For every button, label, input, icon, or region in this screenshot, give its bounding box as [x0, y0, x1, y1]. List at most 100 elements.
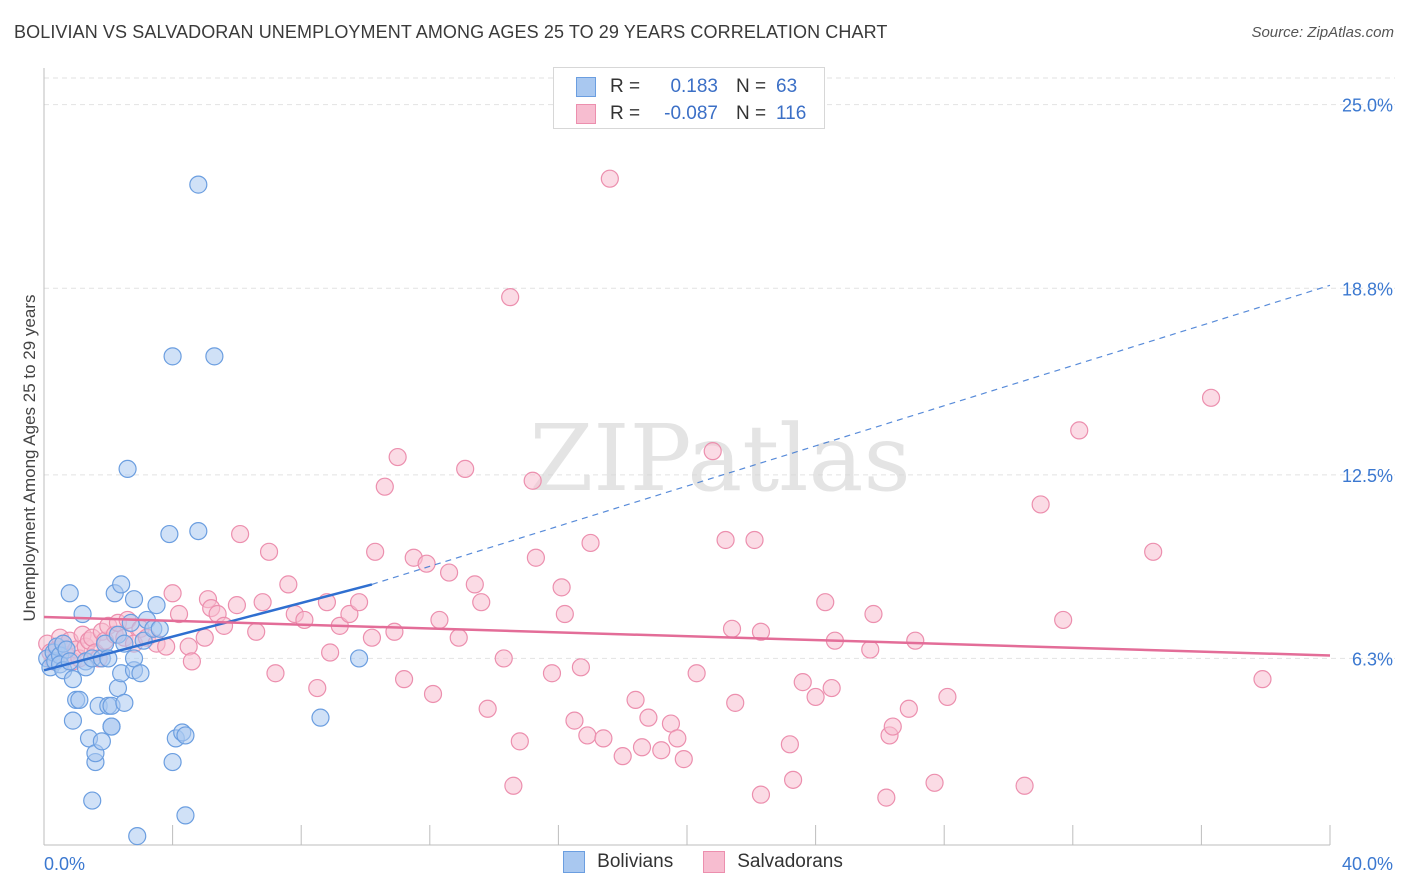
salvadoran-point — [578, 726, 597, 745]
salvadoran-point — [703, 442, 722, 461]
salvadoran-trendline — [43, 615, 1331, 657]
legend-swatch-pink — [703, 851, 726, 873]
salvadoran-point — [182, 652, 201, 671]
bolivian-point — [311, 708, 330, 727]
salvadoran-point — [861, 640, 880, 659]
salvadoran-point — [1031, 495, 1050, 514]
r-value: 0.183 — [670, 76, 718, 97]
salvadoran-point — [716, 530, 735, 550]
salvadoran-point — [362, 628, 382, 647]
bolivian-point — [118, 459, 137, 479]
salvadoran-point — [783, 770, 803, 789]
salvadoran-point — [626, 690, 645, 709]
y-tick-label: 12.5% — [1342, 466, 1393, 486]
legend-row-salvadorans: R = -0.087 N = 116 — [576, 101, 806, 127]
legend-swatch-pink — [576, 104, 596, 124]
salvadoran-point — [1144, 542, 1163, 561]
bolivian-trendline-extension — [371, 284, 1331, 585]
salvadoran-point — [388, 447, 407, 467]
bolivian-point — [160, 524, 179, 544]
bolivian-point — [147, 596, 166, 615]
chart-title: BOLIVIAN VS SALVADORAN UNEMPLOYMENT AMON… — [14, 22, 888, 42]
salvadoran-point — [340, 604, 359, 624]
salvadoran-point — [925, 773, 944, 792]
salvadoran-point — [279, 575, 298, 594]
salvadoran-point — [565, 711, 584, 730]
bolivian-point — [150, 619, 169, 638]
salvadoran-point — [581, 533, 600, 553]
salvadoran-point — [231, 524, 250, 544]
bolivian-point — [124, 590, 144, 609]
salvadoran-point — [417, 554, 436, 573]
salvadoran-point — [1054, 610, 1073, 630]
salvadoran-point — [613, 747, 632, 766]
salvadoran-point — [822, 678, 841, 698]
salvadoran-point — [1015, 776, 1034, 795]
salvadoran-point — [501, 288, 520, 307]
n-label: N = — [736, 103, 767, 124]
salvadoran-point — [864, 604, 883, 624]
salvadoran-point — [195, 628, 214, 647]
salvadoran-point — [163, 584, 182, 603]
n-label: N = — [736, 76, 767, 97]
salvadoran-point — [504, 776, 523, 795]
r-label: R = — [610, 76, 641, 97]
legend-label-bolivians: Bolivians — [597, 851, 674, 872]
salvadoran-point — [899, 699, 918, 718]
bolivian-point — [349, 649, 369, 668]
legend-swatch-blue — [563, 851, 586, 873]
salvadoran-point — [430, 610, 449, 630]
bolivian-point — [112, 575, 131, 594]
salvadoran-point — [259, 542, 279, 561]
bolivian-point — [176, 726, 195, 745]
source-label: Source: ZipAtlas.com — [1251, 24, 1394, 41]
salvadoran-point — [266, 664, 285, 683]
salvadoran-point — [321, 643, 340, 662]
legend-item-bolivians[interactable]: Bolivians — [563, 851, 673, 873]
bolivian-point — [205, 347, 224, 366]
salvadoran-point — [510, 732, 529, 751]
watermark: ZIPatlas — [529, 405, 910, 512]
bolivian-point — [176, 806, 195, 825]
series-legend: Bolivians Salvadorans — [0, 851, 1406, 873]
legend-item-salvadorans[interactable]: Salvadorans — [703, 851, 843, 873]
salvadoran-point — [726, 693, 745, 712]
legend-row-bolivians: R = 0.183 N = 63 — [576, 74, 797, 100]
salvadoran-point — [1201, 388, 1221, 407]
salvadoran-point — [906, 631, 925, 650]
salvadoran-point — [465, 575, 484, 594]
salvadoran-point — [555, 604, 574, 624]
salvadoran-point — [385, 622, 404, 641]
bolivian-point — [70, 690, 89, 709]
salvadoran-point — [472, 593, 491, 612]
y-tick-label: 6.3% — [1352, 649, 1393, 669]
salvadoran-point — [394, 670, 414, 689]
bolivian-point — [121, 613, 140, 632]
bolivian-point — [73, 604, 92, 624]
salvadoran-point — [375, 477, 394, 496]
salvadoran-point — [494, 649, 513, 668]
salvadoran-point — [806, 687, 825, 707]
salvadoran-point — [1070, 421, 1089, 440]
salvadoran-point — [542, 664, 562, 683]
n-value: 116 — [776, 103, 807, 124]
salvadoran-point — [745, 530, 764, 550]
salvadoran-point — [349, 593, 369, 612]
bolivian-point — [189, 521, 208, 541]
salvadoran-point — [552, 578, 571, 597]
bolivian-point — [189, 175, 208, 194]
x-tick-label: 0.0% — [44, 854, 85, 874]
bolivian-point — [83, 791, 102, 810]
salvadoran-point — [253, 593, 272, 612]
bolivian-point — [63, 670, 83, 689]
salvadoran-point — [722, 619, 742, 638]
bolivian-trendline — [43, 583, 373, 672]
bolivian-point — [102, 717, 121, 736]
salvadoran-point — [652, 741, 671, 760]
salvadoran-point — [523, 471, 542, 490]
salvadoran-point — [449, 628, 468, 647]
x-tick-label: 40.0% — [1342, 854, 1393, 874]
salvadoran-point — [600, 169, 619, 188]
salvadoran-point — [247, 622, 266, 641]
